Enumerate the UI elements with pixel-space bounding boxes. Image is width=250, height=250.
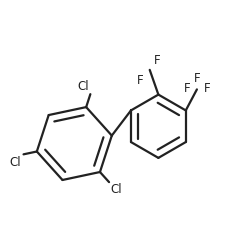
Text: Cl: Cl (110, 183, 122, 196)
Text: F: F (184, 82, 191, 95)
Text: F: F (137, 74, 143, 87)
Text: Cl: Cl (78, 80, 89, 93)
Text: Cl: Cl (10, 156, 21, 168)
Text: F: F (154, 54, 160, 68)
Text: F: F (204, 82, 210, 95)
Text: F: F (194, 72, 200, 85)
